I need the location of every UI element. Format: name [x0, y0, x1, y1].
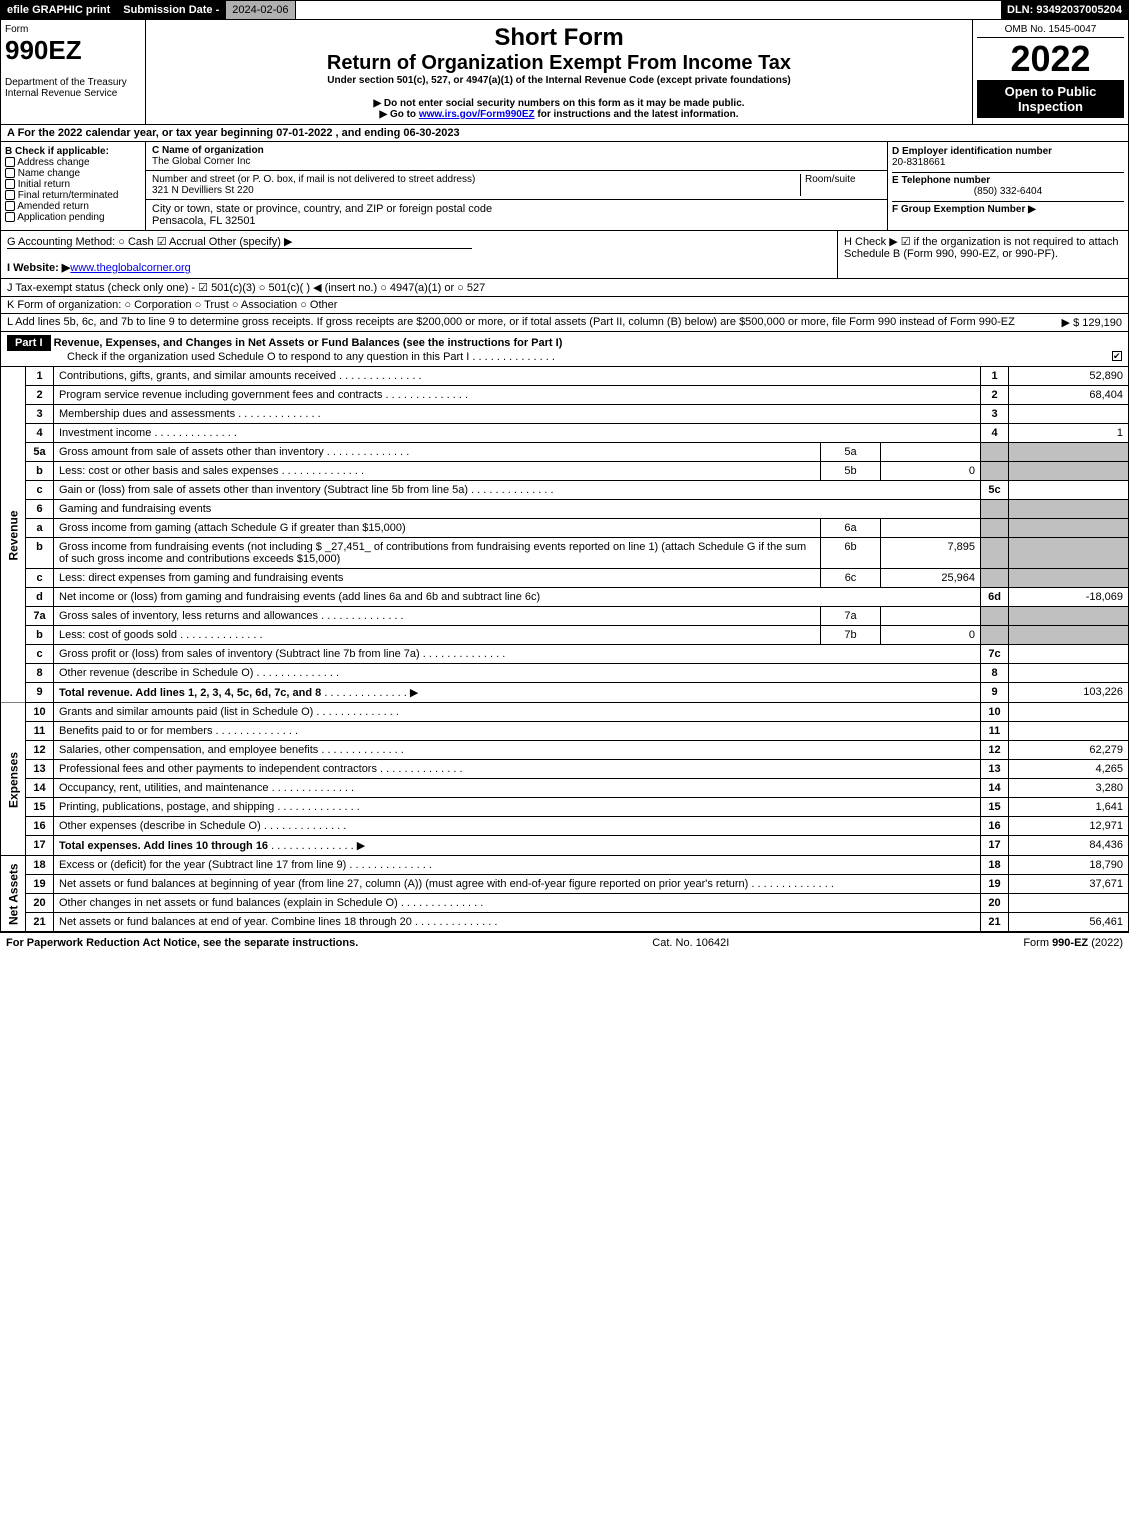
footer: For Paperwork Reduction Act Notice, see … — [0, 932, 1129, 953]
amt-6d: -18,069 — [1009, 588, 1129, 607]
main-title: Return of Organization Exempt From Incom… — [150, 52, 968, 75]
tax-year: 2022 — [977, 38, 1124, 80]
section-bcdef: B Check if applicable: Address change Na… — [0, 142, 1129, 231]
year-box: OMB No. 1545-0047 2022 Open to Public In… — [973, 20, 1128, 124]
line-l: L Add lines 5b, 6c, and 7b to line 9 to … — [0, 314, 1129, 332]
lines-table: Revenue 1Contributions, gifts, grants, a… — [0, 367, 1129, 932]
group-exemption: F Group Exemption Number ▶ — [892, 204, 1036, 215]
col-c: C Name of organization The Global Corner… — [146, 142, 888, 230]
org-name-block: C Name of organization The Global Corner… — [146, 142, 887, 171]
col-d: D Employer identification number 20-8318… — [888, 142, 1128, 230]
efile-label: efile GRAPHIC print — [1, 1, 117, 19]
city-block: City or town, state or province, country… — [146, 200, 887, 230]
part1-sub: Check if the organization used Schedule … — [67, 351, 469, 363]
part1-header: Part I Revenue, Expenses, and Changes in… — [0, 332, 1129, 367]
ein: 20-8318661 — [892, 157, 945, 168]
amt-19: 37,671 — [1009, 875, 1129, 894]
ein-label: D Employer identification number — [892, 146, 1052, 157]
dept: Department of the Treasury — [5, 77, 127, 88]
amt-1: 52,890 — [1009, 367, 1129, 386]
amt-21: 56,461 — [1009, 913, 1129, 932]
line-a: A For the 2022 calendar year, or tax yea… — [0, 125, 1129, 142]
goto-link[interactable]: ▶ Go to www.irs.gov/Form990EZ for instru… — [150, 109, 968, 120]
top-bar: efile GRAPHIC print Submission Date - 20… — [0, 0, 1129, 20]
submission-date-label: Submission Date - — [117, 1, 226, 19]
cat-no: Cat. No. 10642I — [652, 937, 729, 949]
col-b: B Check if applicable: Address change Na… — [1, 142, 146, 230]
amt-15: 1,641 — [1009, 798, 1129, 817]
line-j: J Tax-exempt status (check only one) - ☑… — [0, 279, 1129, 297]
line-h: H Check ▶ ☑ if the organization is not r… — [838, 231, 1128, 278]
amt-14: 3,280 — [1009, 779, 1129, 798]
checkbox-pending[interactable] — [5, 212, 15, 222]
open-public: Open to Public Inspection — [977, 80, 1124, 118]
amt-7b: 0 — [881, 626, 981, 645]
amt-6b: 7,895 — [881, 538, 981, 569]
amt-6c: 25,964 — [881, 569, 981, 588]
website[interactable]: www.theglobalcorner.org — [70, 262, 190, 274]
city: Pensacola, FL 32501 — [152, 215, 256, 227]
part1-label: Part I — [7, 335, 51, 351]
part1-title: Revenue, Expenses, and Changes in Net As… — [54, 337, 563, 349]
line-k: K Form of organization: ○ Corporation ○ … — [0, 297, 1129, 314]
revenue-label: Revenue — [1, 367, 26, 703]
amt-16: 12,971 — [1009, 817, 1129, 836]
schedule-o-checkbox[interactable] — [1112, 351, 1122, 361]
checkbox-address[interactable] — [5, 157, 15, 167]
checkbox-amended[interactable] — [5, 201, 15, 211]
expenses-label: Expenses — [1, 703, 26, 856]
checkbox-final[interactable] — [5, 190, 15, 200]
amt-9: 103,226 — [1009, 683, 1129, 703]
form-header: Form 990EZ Department of the Treasury In… — [0, 20, 1129, 125]
room-suite: Room/suite — [801, 174, 881, 196]
telephone: (850) 332-6404 — [892, 186, 1124, 197]
form-label: Form — [5, 24, 28, 35]
form-box: Form 990EZ Department of the Treasury In… — [1, 20, 146, 124]
b-label: B Check if applicable: — [5, 146, 109, 157]
amt-5b: 0 — [881, 462, 981, 481]
dln: DLN: 93492037005204 — [1001, 1, 1128, 19]
ssn-warning: ▶ Do not enter social security numbers o… — [150, 98, 968, 109]
form-number: 990EZ — [5, 35, 82, 65]
street: 321 N Devilliers St 220 — [152, 185, 254, 196]
amt-18: 18,790 — [1009, 856, 1129, 875]
line-g: G Accounting Method: ○ Cash ☑ Accrual Ot… — [7, 235, 472, 249]
short-form: Short Form — [150, 24, 968, 52]
amt-12: 62,279 — [1009, 741, 1129, 760]
form-ref: Form 990-EZ (2022) — [1023, 937, 1123, 949]
street-block: Number and street (or P. O. box, if mail… — [146, 171, 887, 200]
section-gh: G Accounting Method: ○ Cash ☑ Accrual Ot… — [0, 231, 1129, 279]
submission-date: 2024-02-06 — [226, 1, 295, 19]
tel-label: E Telephone number — [892, 175, 990, 186]
amt-13: 4,265 — [1009, 760, 1129, 779]
paperwork-notice: For Paperwork Reduction Act Notice, see … — [6, 937, 358, 949]
amt-4: 1 — [1009, 424, 1129, 443]
title-box: Short Form Return of Organization Exempt… — [146, 20, 973, 124]
amt-2: 68,404 — [1009, 386, 1129, 405]
amt-17: 84,436 — [1009, 836, 1129, 856]
website-label: I Website: ▶ — [7, 262, 70, 274]
under-section: Under section 501(c), 527, or 4947(a)(1)… — [150, 75, 968, 86]
gross-receipts: ▶ $ 129,190 — [1062, 316, 1122, 329]
org-name: The Global Corner Inc — [152, 156, 250, 167]
omb: OMB No. 1545-0047 — [977, 24, 1124, 38]
checkbox-initial[interactable] — [5, 179, 15, 189]
irs: Internal Revenue Service — [5, 88, 117, 99]
checkbox-name[interactable] — [5, 168, 15, 178]
netassets-label: Net Assets — [1, 856, 26, 932]
